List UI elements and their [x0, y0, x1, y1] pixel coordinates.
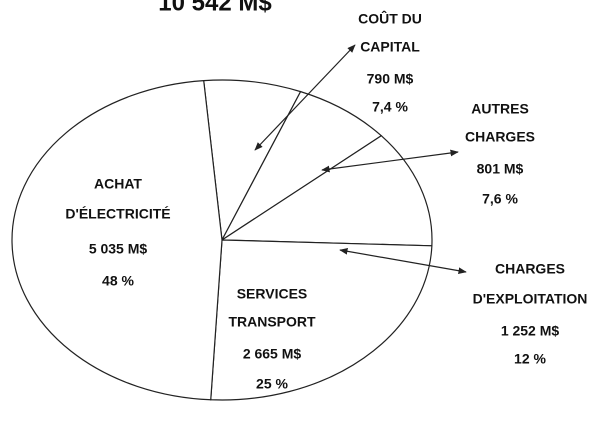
slice-label: TRANSPORT	[228, 314, 316, 330]
percent-label: 48 %	[102, 273, 134, 289]
percent-label: 12 %	[514, 351, 546, 367]
chart-title: 10 542 M$	[158, 0, 272, 16]
value-label: 5 035 M$	[89, 241, 148, 257]
value-label: 2 665 M$	[243, 346, 302, 362]
leader-arrow	[339, 247, 467, 275]
slice-label: CAPITAL	[360, 39, 420, 55]
slice-label: D'EXPLOITATION	[473, 291, 588, 307]
pie-slice	[11, 79, 223, 401]
value-label: 790 M$	[367, 71, 414, 87]
slice-label: COÛT DU	[358, 10, 422, 27]
percent-label: 7,6 %	[482, 191, 518, 207]
slice-label: CHARGES	[495, 261, 565, 277]
leader-arrow	[254, 44, 356, 151]
pie-slice	[210, 239, 433, 401]
percent-label: 7,4 %	[372, 99, 408, 115]
slice-label: SERVICES	[237, 286, 308, 302]
value-label: 801 M$	[477, 161, 524, 177]
leader-arrow	[321, 149, 459, 173]
slice-label: D'ÉLECTRICITÉ	[65, 206, 170, 222]
slice-label: CHARGES	[465, 129, 535, 145]
percent-label: 25 %	[256, 376, 288, 392]
value-label: 1 252 M$	[501, 323, 560, 339]
slice-label: AUTRES	[471, 101, 529, 117]
slice-label: ACHAT	[94, 176, 142, 192]
